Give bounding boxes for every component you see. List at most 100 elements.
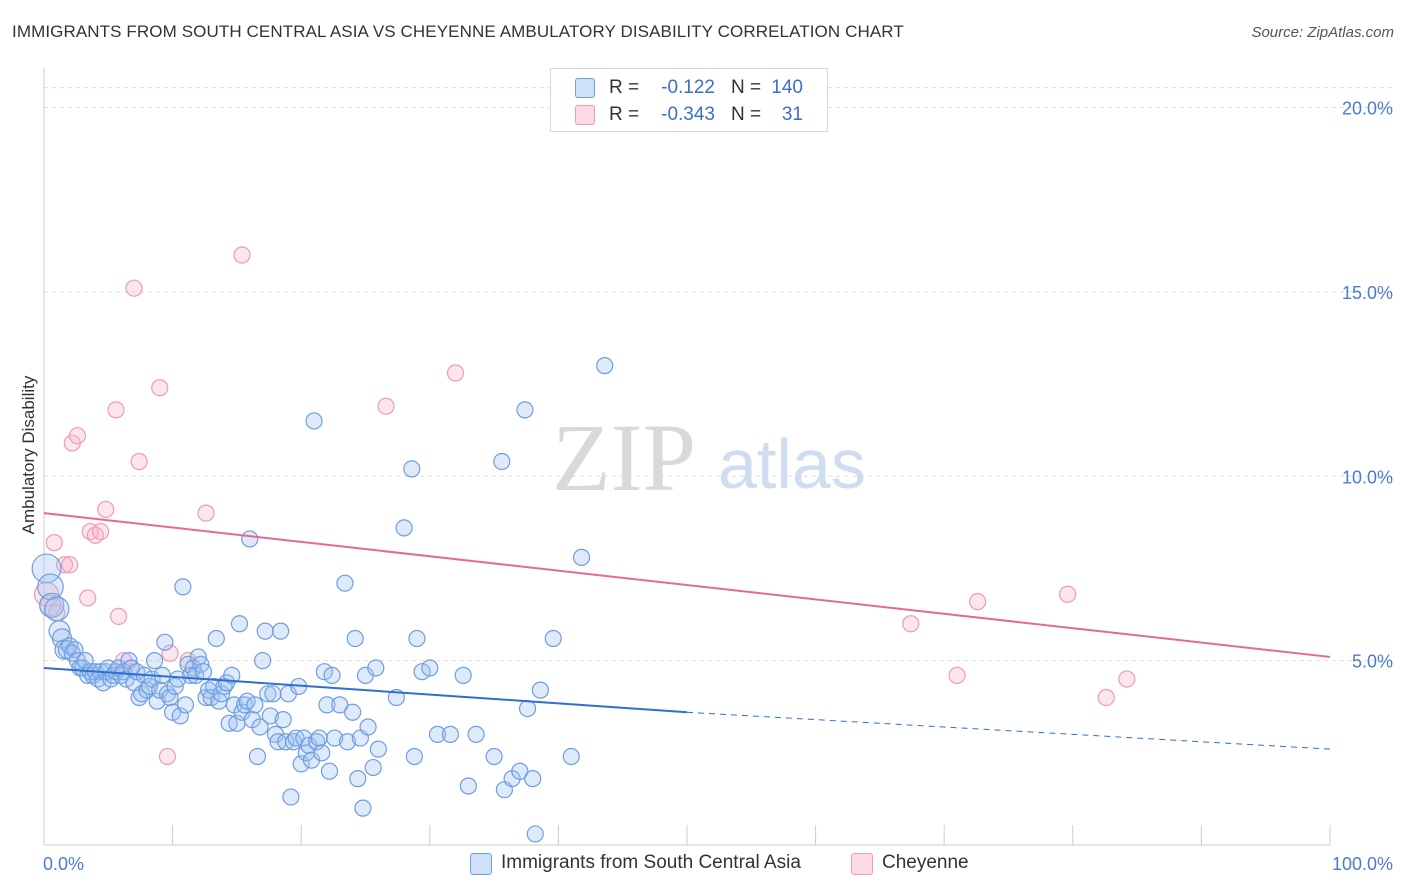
series-label-pink: Cheyenne xyxy=(882,852,969,873)
blue-point xyxy=(176,696,195,714)
legend-row-pink: R = -0.343 N = 31 xyxy=(551,102,827,128)
pink-point xyxy=(1059,585,1077,603)
blue-point xyxy=(408,629,426,648)
blue-point xyxy=(369,740,387,758)
chart-title: IMMIGRANTS FROM SOUTH CENTRAL ASIA VS CH… xyxy=(12,22,904,41)
series-swatch-pink xyxy=(851,853,873,875)
blue-point xyxy=(256,622,274,640)
blue-point xyxy=(403,460,421,478)
legend-n-label: N = xyxy=(731,77,762,98)
axes xyxy=(43,68,1331,846)
pink-point xyxy=(1097,688,1115,707)
blue-point xyxy=(441,725,459,743)
y-axis-label: Ambulatory Disability xyxy=(19,375,38,534)
blue-point xyxy=(246,696,264,714)
x-tick-label-max: 100.0% xyxy=(1332,854,1393,874)
pink-point xyxy=(91,522,110,541)
blue-point xyxy=(156,633,174,651)
blue-point xyxy=(37,573,64,601)
blue-point xyxy=(526,825,544,843)
legend-r-value: -0.343 xyxy=(661,104,715,125)
blue-point xyxy=(261,707,279,725)
pink-point xyxy=(151,379,169,397)
blue-point xyxy=(318,696,336,714)
blue-point xyxy=(39,592,65,618)
blue-point xyxy=(310,729,328,747)
pink-point xyxy=(377,397,395,415)
blue-point xyxy=(169,670,187,688)
blue-point xyxy=(562,747,580,766)
legend-row-blue: R = -0.122 N = 140 xyxy=(551,75,827,101)
y-tick-labels: 5.0% 10.0% 15.0% 20.0% xyxy=(1342,99,1393,672)
blue-point xyxy=(336,574,354,592)
blue-point xyxy=(305,412,323,430)
y-tick-label: 10.0% xyxy=(1342,467,1393,487)
blue-point xyxy=(395,519,413,537)
blue-point xyxy=(511,762,529,780)
blue-point xyxy=(207,629,225,648)
legend-r-label: R = xyxy=(609,77,640,98)
blue-point xyxy=(254,652,272,670)
blue-trend-line xyxy=(43,667,688,714)
pink-point xyxy=(125,279,143,297)
blue-point xyxy=(264,685,282,703)
blue-point xyxy=(524,770,542,788)
blue-point xyxy=(454,666,472,684)
blue-point xyxy=(76,652,94,670)
blue-point xyxy=(320,762,339,780)
blue-point xyxy=(572,548,591,566)
x-tick-label-min: 0.0% xyxy=(43,854,84,874)
blue-point xyxy=(359,718,377,736)
series-legend: Immigrants from South Central Asia Cheye… xyxy=(0,850,1406,880)
blue-point xyxy=(367,659,385,677)
blue-point xyxy=(230,615,249,633)
watermark-zip: ZIP xyxy=(552,404,696,511)
blue-point xyxy=(331,696,349,714)
legend-n-label: N = xyxy=(731,104,762,125)
blue-point xyxy=(326,729,344,747)
blue-trend-extension xyxy=(686,711,1331,750)
blue-point xyxy=(467,725,485,743)
blue-point xyxy=(405,747,423,766)
pink-point xyxy=(61,556,79,574)
blue-point xyxy=(223,666,241,684)
blue-point xyxy=(251,718,269,736)
blue-point xyxy=(248,747,267,766)
blue-point xyxy=(516,401,534,419)
blue-point xyxy=(493,452,511,471)
blue-point xyxy=(194,663,213,681)
blue-point xyxy=(44,596,70,622)
blue-point xyxy=(338,733,357,751)
chart-source: Source: ZipAtlas.com xyxy=(1251,24,1394,41)
pink-point xyxy=(197,504,215,522)
blue-point xyxy=(145,652,164,670)
blue-point xyxy=(485,747,503,766)
legend-r-value: -0.122 xyxy=(661,77,715,98)
blue-point xyxy=(174,578,192,596)
pink-point xyxy=(969,593,987,611)
legend-swatch-blue xyxy=(575,78,595,98)
y-tick-label: 15.0% xyxy=(1342,283,1393,303)
pink-point xyxy=(109,607,128,625)
grid-lines xyxy=(44,87,1394,662)
pink-point xyxy=(161,644,179,662)
blue-point xyxy=(344,703,362,721)
pink-point xyxy=(158,747,177,766)
pink-point xyxy=(79,589,97,607)
series-label-blue: Immigrants from South Central Asia xyxy=(501,852,801,873)
pink-point xyxy=(233,246,251,264)
watermark-atlas: atlas xyxy=(718,425,866,503)
blue-point xyxy=(323,666,341,684)
correlation-legend: R = -0.122 N = 140 R = -0.343 N = 31 xyxy=(550,68,828,132)
legend-r-label: R = xyxy=(609,104,640,125)
trend-lines xyxy=(43,512,1331,750)
blue-point xyxy=(349,770,367,788)
series-swatch-blue xyxy=(470,853,492,875)
blue-point xyxy=(346,629,364,648)
pink-point xyxy=(107,401,125,419)
pink-point xyxy=(446,364,465,382)
pink-point xyxy=(948,666,966,684)
blue-point xyxy=(428,725,447,743)
pink-point xyxy=(1118,670,1136,688)
